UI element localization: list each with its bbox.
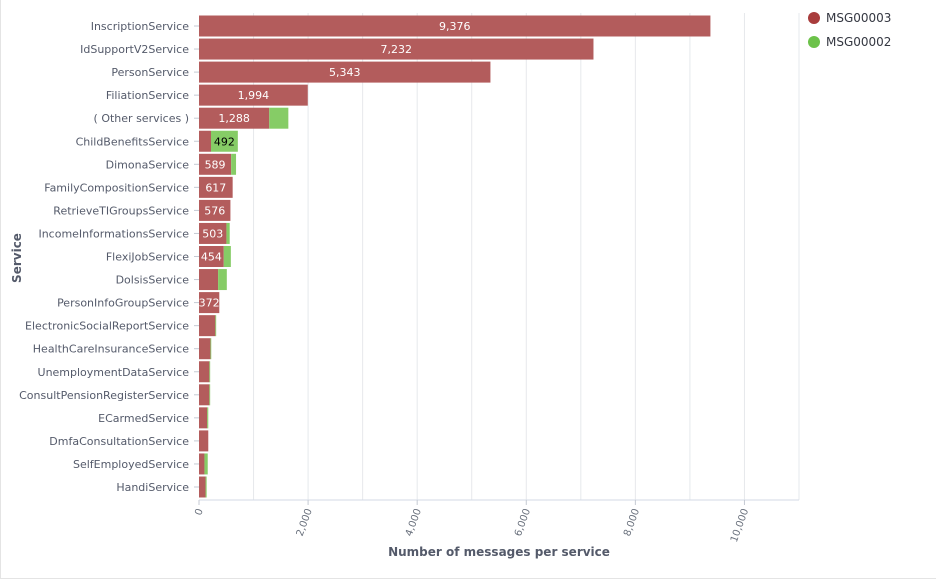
bar-msg00003 — [199, 384, 210, 406]
data-label: 589 — [205, 158, 226, 171]
bar-msg00002 — [209, 361, 211, 383]
category-label: IncomeInformationsService — [38, 227, 189, 240]
bar-msg00002 — [215, 315, 217, 337]
data-label: 617 — [205, 181, 226, 194]
x-axis-title: Number of messages per service — [388, 545, 610, 559]
x-tick-label: 0 — [193, 507, 206, 517]
bar-msg00003 — [199, 361, 210, 383]
data-label: 576 — [204, 204, 225, 217]
bar-msg00003 — [199, 407, 208, 429]
bar-msg00002 — [204, 453, 208, 475]
bar-msg00003 — [199, 61, 491, 83]
x-tick-label: 10,000 — [729, 507, 751, 544]
category-label: RetrieveTIGroupsService — [53, 204, 189, 217]
bar-msg00003 — [199, 107, 270, 129]
category-label: ConsultPensionRegisterService — [19, 389, 189, 402]
data-label: 503 — [202, 227, 223, 240]
category-label: IdSupportV2Service — [80, 43, 189, 56]
bar-msg00003 — [199, 130, 211, 152]
bar-msg00003 — [199, 453, 205, 475]
bar-msg00003 — [199, 338, 211, 360]
legend-label: MSG00003 — [826, 11, 891, 25]
data-label: 9,376 — [439, 20, 471, 33]
bar-msg00002 — [210, 338, 212, 360]
bar-msg00002 — [231, 153, 237, 175]
data-label: 454 — [201, 251, 222, 264]
bar-msg00003 — [199, 430, 209, 452]
bar-msg00002 — [205, 476, 207, 498]
bar-msg00003 — [199, 246, 224, 267]
legend-swatch-icon — [808, 12, 820, 24]
y-axis-title: Service — [10, 233, 24, 283]
bar-msg00003 — [199, 269, 219, 291]
category-label: SelfEmployedService — [73, 458, 189, 471]
category-label: ( Other services ) — [94, 112, 189, 125]
bar-msg00002 — [211, 130, 238, 152]
category-label: PersonService — [111, 66, 189, 79]
data-label: 372 — [199, 297, 220, 310]
category-label: ECarmedService — [98, 412, 189, 425]
data-label: 492 — [214, 135, 235, 148]
bar-msg00002 — [218, 269, 227, 291]
bar-msg00003 — [199, 176, 233, 198]
bar-msg00003 — [199, 222, 227, 244]
bar-msg00002 — [209, 384, 211, 406]
bar-msg00003 — [199, 476, 206, 498]
data-label: 1,288 — [218, 112, 250, 125]
data-label: 7,232 — [380, 43, 412, 56]
legend-item-msg00002[interactable]: MSG00002 — [808, 35, 891, 49]
bar-msg00003 — [199, 84, 308, 106]
data-label: 5,343 — [329, 66, 361, 79]
category-label: UnemploymentDataService — [38, 366, 190, 379]
category-label: InscriptionService — [91, 20, 190, 33]
category-label: HandiService — [116, 481, 189, 494]
bar-msg00002 — [223, 246, 231, 267]
x-tick-label: 8,000 — [622, 507, 642, 538]
bar-msg00002 — [207, 407, 209, 429]
legend-label: MSG00002 — [826, 35, 891, 49]
category-label: HealthCareInsuranceService — [33, 343, 189, 356]
bar-msg00003 — [199, 15, 711, 37]
bar-msg00003 — [199, 292, 220, 314]
bar-msg00003 — [199, 153, 232, 175]
bar-msg00003 — [199, 315, 216, 337]
category-label: FlexiJobService — [106, 251, 189, 264]
legend-swatch-icon — [808, 36, 820, 48]
x-tick-label: 2,000 — [295, 507, 315, 538]
category-label: PersonInfoGroupService — [57, 297, 189, 310]
bar-msg00002 — [226, 222, 230, 244]
legend-item-msg00003[interactable]: MSG00003 — [808, 11, 891, 25]
category-label: ElectronicSocialReportService — [25, 320, 189, 333]
x-tick-label: 6,000 — [513, 507, 533, 538]
data-label: 1,994 — [238, 89, 270, 102]
x-tick-label: 4,000 — [404, 507, 424, 538]
category-label: DmfaConsultationService — [49, 435, 189, 448]
bar-msg00003 — [199, 38, 594, 60]
category-label: DolsisService — [116, 274, 190, 287]
category-label: FamilyCompositionService — [44, 181, 189, 194]
category-label: DimonaService — [106, 158, 190, 171]
category-label: ChildBenefitsService — [76, 135, 190, 148]
category-label: FiliationService — [106, 89, 189, 102]
bar-msg00003 — [199, 199, 231, 221]
bar-msg00002 — [269, 107, 289, 129]
